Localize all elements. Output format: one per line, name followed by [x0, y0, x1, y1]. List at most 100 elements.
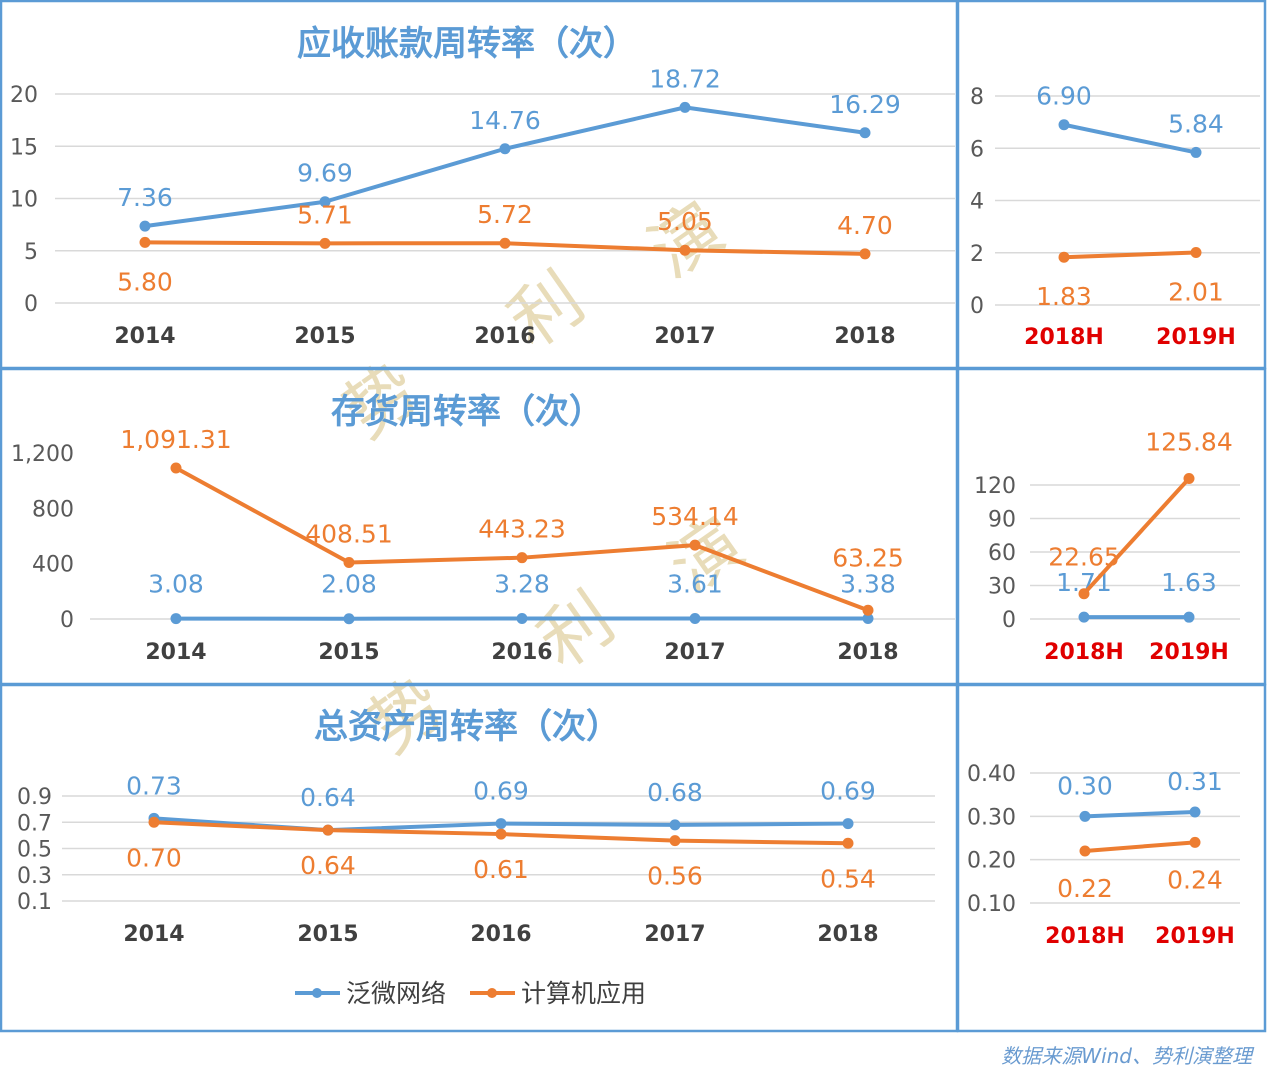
x-tick-label: 2017	[644, 922, 705, 947]
data-point	[689, 613, 701, 625]
panel-border-asset-half	[956, 683, 1267, 1033]
data-label: 125.84	[1145, 427, 1232, 456]
x-tick-label: 2016	[491, 640, 552, 665]
series-orange: 0.70 0.64 0.61 0.56 0.54	[126, 816, 876, 893]
data-point	[862, 613, 874, 625]
data-point	[859, 127, 871, 139]
x-tick-label: 2016	[470, 922, 531, 947]
data-point	[495, 818, 507, 830]
y-tick-label: 10	[10, 188, 38, 213]
panel-borders	[0, 0, 1267, 1033]
data-label: 0.54	[820, 864, 876, 893]
data-point	[170, 462, 182, 474]
data-label: 534.14	[651, 502, 738, 531]
data-point	[842, 837, 854, 849]
data-point	[516, 613, 528, 625]
y-tick-label: 0.5	[17, 838, 52, 863]
data-label: 3.08	[148, 570, 204, 599]
x-tick-label: 2014	[145, 640, 206, 665]
data-label: 0.30	[1057, 771, 1113, 800]
data-label: 16.29	[829, 90, 901, 119]
x-tick-label: 2018H	[1024, 325, 1104, 350]
y-tick-label: 30	[988, 575, 1016, 600]
data-label: 2.01	[1168, 277, 1224, 306]
data-point	[842, 818, 854, 830]
x-tick-label: 2018	[834, 324, 895, 349]
data-point	[1058, 119, 1070, 131]
chart-title: 应收账款周转率（次）	[297, 24, 637, 64]
data-label: 1.83	[1036, 282, 1092, 311]
legend-label-blue: 泛微网络	[346, 979, 446, 1008]
series-line	[1063, 250, 1197, 260]
data-label: 0.31	[1167, 767, 1223, 796]
legend: 泛微网络 计算机应用	[295, 979, 646, 1008]
x-tick-label: 2019H	[1155, 924, 1235, 949]
data-label: 1.63	[1161, 568, 1217, 597]
data-label: 0.64	[300, 851, 356, 880]
data-label: 7.36	[117, 183, 173, 212]
data-label: 0.73	[126, 771, 182, 800]
data-point	[669, 819, 681, 831]
data-point	[343, 613, 355, 625]
y-tick-label: 0	[24, 292, 38, 317]
series-orange: 1.83 2.01	[1036, 246, 1224, 311]
data-label: 5.05	[657, 207, 713, 236]
data-point	[1189, 836, 1201, 848]
data-label: 63.25	[832, 543, 904, 572]
chart-asset-annual: 总资产周转率（次） 0.10.30.50.70.9 2014 2015 2016 2017…	[17, 707, 935, 947]
x-tick-label: 2018	[817, 922, 878, 947]
series-blue: 3.08 2.08 3.28 3.61 3.38	[148, 570, 896, 625]
data-label: 0.24	[1167, 865, 1223, 894]
series-orange: 22.65 125.84	[1048, 427, 1233, 600]
series-line	[1084, 810, 1196, 819]
data-point	[148, 816, 160, 828]
y-tick-label: 0	[60, 608, 74, 633]
data-label: 5.71	[297, 200, 353, 229]
y-tick-label: 800	[32, 497, 74, 522]
data-label: 408.51	[305, 519, 392, 548]
data-label: 0.69	[473, 777, 529, 806]
y-tick-label: 0.9	[17, 785, 52, 810]
y-tick-label: 8	[970, 85, 984, 110]
data-point	[1190, 246, 1202, 258]
x-tick-label: 2019H	[1156, 325, 1236, 350]
data-point	[1079, 810, 1091, 822]
legend-marker-blue	[312, 988, 322, 998]
y-tick-label: 0.7	[17, 811, 52, 836]
data-point	[689, 539, 701, 551]
data-label: 0.68	[647, 778, 703, 807]
x-tick-label: 2014	[123, 922, 184, 947]
x-tick-label: 2017	[654, 324, 715, 349]
y-tick-label: 0	[1002, 608, 1016, 633]
series-orange: 1,091.31 408.51 443.23 534.14 63.25	[120, 425, 904, 616]
chart-ar-half: 0 2 4 6 8 2018H 2019H 6.90 5.84 1.83 2.01	[970, 82, 1260, 350]
data-point	[1183, 472, 1195, 484]
data-label: 0.69	[820, 777, 876, 806]
x-tick-label: 2019H	[1149, 640, 1229, 665]
y-tick-label: 5	[24, 240, 38, 265]
data-label: 1,091.31	[120, 425, 231, 454]
data-label: 3.61	[667, 570, 723, 599]
chart-title: 总资产周转率（次）	[314, 707, 620, 747]
series-line	[1063, 122, 1197, 155]
x-tick-label: 2015	[294, 324, 355, 349]
data-point	[859, 248, 871, 260]
data-label: 2.08	[321, 570, 377, 599]
data-point	[862, 604, 874, 616]
legend-label-orange: 计算机应用	[521, 979, 646, 1008]
y-tick-label: 0.10	[967, 892, 1016, 917]
data-point	[1078, 588, 1090, 600]
data-point	[499, 237, 511, 249]
data-point	[170, 613, 182, 625]
y-tick-label: 120	[974, 474, 1016, 499]
data-point	[669, 835, 681, 847]
series-line	[1082, 477, 1191, 596]
x-tick-label: 2018H	[1045, 924, 1125, 949]
data-label: 6.90	[1036, 82, 1092, 111]
y-tick-label: 15	[10, 135, 38, 160]
data-point	[516, 552, 528, 564]
source-note: 数据来源Wind、势利演整理	[1001, 1044, 1255, 1068]
data-label: 5.72	[477, 200, 533, 229]
data-point	[1058, 251, 1070, 263]
